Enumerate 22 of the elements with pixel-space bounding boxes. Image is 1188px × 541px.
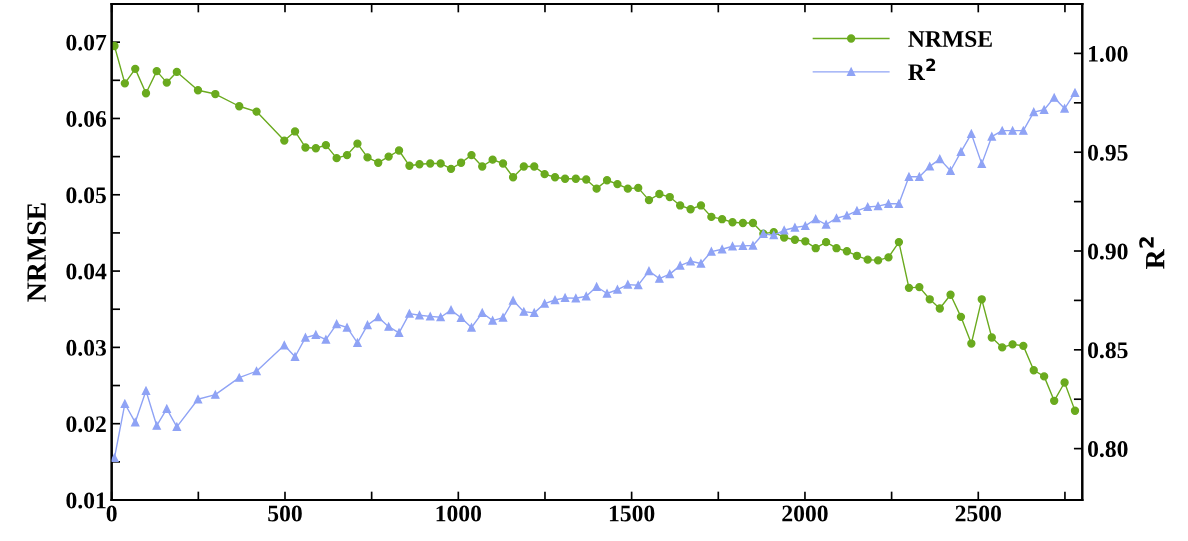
legend-label: R$^{2}$: [908, 58, 936, 80]
y2-tick-label: 0.85: [1088, 342, 1128, 359]
y2-tick-label: 1.00: [1089, 45, 1128, 62]
y2-tick-label: 0.80: [1088, 441, 1128, 458]
y-tick-label: 0.04: [66, 263, 107, 280]
legend-label: NRMSE: [908, 31, 992, 47]
y-tick-label: 0.07: [66, 34, 107, 51]
x-tick-label: 1000: [436, 505, 482, 522]
y2-tick-label: 0.95: [1088, 144, 1128, 161]
y-tick-label: 0.02: [66, 416, 106, 433]
y-tick-label: 0.06: [66, 110, 107, 127]
y-tick-label: 0.01: [66, 492, 106, 509]
y-tick-label: 0.05: [66, 187, 106, 204]
x-tick-label: 1500: [609, 505, 655, 522]
x-tick-label: 0: [106, 505, 117, 522]
y2-tick-label: 0.90: [1088, 243, 1128, 260]
y2-axis-title: R$^{2}$: [1139, 237, 1165, 269]
x-tick-label: 2000: [782, 505, 828, 522]
y-tick-label: 0.03: [66, 339, 106, 356]
x-tick-label: 500: [268, 505, 302, 522]
x-tick-label: 2500: [955, 505, 1001, 522]
y-axis-title: NRMSE: [27, 203, 46, 302]
